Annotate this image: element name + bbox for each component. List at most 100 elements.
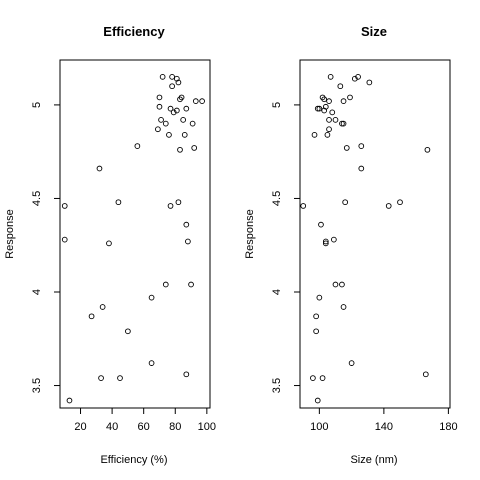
- size-point: [324, 131, 331, 138]
- size-point: [348, 360, 355, 366]
- efficiency-plot-frame: [59, 59, 211, 409]
- efficiency-point: [180, 117, 187, 123]
- efficiency-point: [134, 143, 141, 149]
- size-point: [397, 199, 403, 206]
- size-point: [343, 145, 350, 151]
- size-point: [329, 109, 336, 116]
- size-point: [322, 240, 329, 247]
- size-point: [319, 375, 326, 381]
- efficiency-point: [106, 240, 112, 247]
- efficiency-y-tick-label: 4.5: [31, 191, 43, 206]
- efficiency-point: [185, 238, 191, 245]
- size-point: [322, 238, 329, 245]
- efficiency-points: [61, 73, 205, 404]
- efficiency-point: [125, 328, 131, 335]
- efficiency-point: [148, 294, 155, 301]
- efficiency-point: [162, 281, 169, 288]
- efficiency-point: [189, 120, 196, 127]
- size-point: [318, 221, 324, 228]
- efficiency-point: [177, 96, 183, 103]
- efficiency-point: [156, 94, 163, 101]
- size-point: [366, 79, 373, 86]
- efficiency-point: [96, 165, 103, 172]
- efficiency-y-tick-label: 5: [31, 102, 43, 108]
- efficiency-point: [88, 313, 95, 320]
- size-point: [339, 120, 345, 127]
- efficiency-panel: Efficiency 20 40 60 80 100 3.5 4 4.5 5 Efficien…: [4, 24, 216, 466]
- efficiency-point: [158, 117, 164, 123]
- efficiency-x-tick-label: 40: [106, 421, 118, 433]
- efficiency-y-axis: 3.5 4 4.5 5: [31, 102, 61, 393]
- efficiency-point: [166, 131, 172, 138]
- size-point: [340, 98, 347, 105]
- efficiency-point: [181, 131, 188, 138]
- size-point: [313, 313, 319, 320]
- size-point: [311, 131, 318, 138]
- efficiency-point: [192, 98, 199, 105]
- size-point: [331, 236, 337, 243]
- efficiency-point: [162, 120, 169, 127]
- efficiency-point: [183, 105, 190, 112]
- size-point: [337, 83, 344, 90]
- efficiency-x-tick-label: 100: [198, 421, 216, 433]
- efficiency-y-tick-label: 4: [31, 289, 43, 295]
- size-point: [422, 371, 429, 378]
- size-point: [358, 143, 365, 149]
- size-point: [310, 375, 316, 381]
- efficiency-point: [177, 146, 183, 153]
- size-point: [340, 120, 347, 127]
- efficiency-point: [99, 304, 106, 310]
- efficiency-point: [61, 236, 68, 243]
- size-points: [300, 73, 431, 404]
- size-point: [314, 105, 321, 112]
- size-point: [326, 126, 332, 133]
- efficiency-y-tick-label: 3.5: [31, 378, 43, 393]
- size-point: [385, 203, 392, 209]
- size-point: [327, 73, 334, 80]
- efficiency-point: [159, 73, 166, 80]
- size-y-axis-label: Response: [244, 209, 256, 259]
- size-point: [342, 199, 349, 206]
- efficiency-point: [155, 126, 161, 133]
- efficiency-x-tick-label: 60: [138, 421, 150, 433]
- size-point: [316, 294, 323, 301]
- size-y-tick-label: 4.5: [271, 191, 283, 206]
- size-x-axis: 100 140 180: [310, 407, 458, 433]
- efficiency-y-axis-label: Response: [4, 209, 16, 259]
- efficiency-title: Efficiency: [103, 24, 165, 39]
- size-y-tick-label: 5: [271, 102, 283, 108]
- size-point: [424, 146, 431, 153]
- efficiency-point: [188, 281, 194, 288]
- size-point: [339, 281, 345, 288]
- efficiency-point: [98, 375, 104, 381]
- size-point: [351, 75, 358, 82]
- efficiency-point: [148, 360, 155, 366]
- efficiency-point: [183, 221, 190, 228]
- efficiency-point: [199, 98, 205, 105]
- size-point: [332, 281, 339, 288]
- size-x-tick-label: 140: [375, 421, 393, 433]
- size-point: [326, 98, 332, 105]
- efficiency-point: [167, 105, 174, 112]
- efficiency-point: [169, 73, 175, 80]
- efficiency-x-tick-label: 20: [74, 421, 86, 433]
- efficiency-point: [169, 83, 175, 90]
- efficiency-point: [191, 145, 198, 151]
- efficiency-point: [175, 199, 182, 206]
- size-point: [358, 165, 365, 172]
- size-point: [316, 105, 323, 112]
- size-point: [314, 397, 321, 404]
- size-y-tick-label: 3.5: [271, 378, 283, 393]
- efficiency-point: [175, 79, 182, 86]
- size-point: [321, 107, 328, 114]
- efficiency-x-axis-label: Efficiency (%): [100, 454, 167, 466]
- efficiency-point: [115, 199, 122, 206]
- size-point: [332, 117, 339, 123]
- size-point: [300, 203, 307, 209]
- size-point: [321, 96, 328, 103]
- efficiency-x-axis: 20 40 60 80 100: [74, 407, 216, 433]
- efficiency-point: [167, 203, 174, 209]
- size-y-axis: 3.5 4 4.5 5: [271, 102, 301, 393]
- size-point: [347, 94, 353, 101]
